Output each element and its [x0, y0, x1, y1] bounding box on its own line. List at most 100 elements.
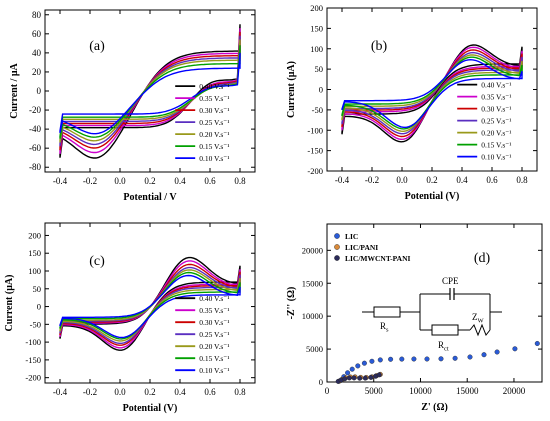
x-tick-label: 15000 [456, 386, 479, 396]
data-point-circle-blue [512, 346, 518, 352]
plot-frame [326, 223, 543, 383]
x-tick-label: 0.2 [144, 387, 155, 397]
legend-label: 0.10 V.s⁻¹ [199, 366, 229, 375]
x-tick-label: -0.4 [53, 387, 68, 397]
legend-label: LIC/PANI [345, 243, 378, 252]
y-tick-label: 20000 [302, 245, 323, 255]
y-tick-label: -100 [25, 337, 41, 347]
y-tick-label: 5000 [306, 344, 323, 354]
resistor-rs [373, 306, 401, 318]
data-point-circle-dark [346, 375, 352, 381]
chart-panel-d: 0 5000 10000 15000 20000 0 5000 10000 15000 20000… [286, 223, 543, 413]
legend-label: 0.20 V.s⁻¹ [199, 342, 229, 351]
y-axis-label: Current (μA) [286, 61, 297, 118]
y-tick-label: -50 [30, 319, 41, 329]
y-tick-label: 80 [32, 10, 42, 20]
data-point-circle-blue [481, 352, 487, 358]
y-tick-label: 10000 [302, 311, 323, 321]
legend-label: 0.25 V.s⁻¹ [199, 118, 229, 127]
data-point-circle-dark [357, 375, 363, 381]
x-tick-label: 0.4 [174, 387, 186, 397]
x-tick-label: 0.2 [426, 175, 437, 185]
x-tick-label: -0.2 [83, 387, 97, 397]
y-tick-label: 0 [319, 377, 323, 387]
panel-label: (a) [89, 39, 105, 54]
legend-label: 0.40 V.s⁻¹ [481, 81, 511, 90]
legend-label: 0.20 V.s⁻¹ [199, 130, 229, 139]
y-axis-label: -Z'' (Ω) [286, 287, 297, 320]
chart-panel-c: -0.4 -0.2 0.0 0.2 0.4 0.6 0.8 -200 -150 -100 -50 0 5… [4, 222, 256, 414]
data-point-circle-blue [361, 360, 367, 366]
y-tick-label: 150 [310, 23, 323, 33]
x-axis-label: Z' (Ω) [421, 402, 448, 413]
x-tick-label: -0.2 [365, 175, 379, 185]
data-point-circle-dark [376, 372, 382, 378]
data-point-circle-blue [534, 341, 540, 347]
y-tick-label: -200 [25, 373, 41, 383]
data-point-circle-blue [345, 370, 351, 376]
legend-label: 0.10 V.s⁻¹ [199, 154, 229, 163]
series-line-6 [341, 58, 523, 128]
data-point-circle-blue [438, 356, 444, 362]
x-tick-label: 0.0 [114, 176, 126, 186]
y-tick-label: 200 [310, 3, 323, 13]
zw-label: ZW [472, 312, 485, 325]
legend-label: 0.15 V.s⁻¹ [199, 354, 229, 363]
legend-marker [334, 233, 340, 239]
x-tick-label: -0.4 [335, 175, 350, 185]
y-tick-label: 200 [28, 230, 41, 240]
data-point-circle-blue [467, 354, 473, 360]
legend-label: 0.30 V.s⁻¹ [199, 318, 229, 327]
y-tick-label: 0 [319, 85, 323, 95]
x-tick-label: 0.8 [234, 387, 246, 397]
rct-label: Rct [438, 340, 449, 353]
legend-label: LIC/MWCNT-PANI [345, 254, 411, 263]
data-point-circle-dark [368, 374, 374, 380]
legend-marker [334, 244, 340, 250]
y-tick-label: -50 [312, 105, 323, 115]
series-line-6 [59, 274, 241, 339]
legend-label: 0.40 V.s⁻¹ [199, 294, 229, 303]
legend-label: 0.40 V.s⁻¹ [199, 82, 229, 91]
legend-label: 0.15 V.s⁻¹ [481, 141, 511, 150]
legend-label: 0.15 V.s⁻¹ [199, 142, 229, 151]
data-point-circle-blue [355, 363, 361, 369]
chart-panel-b: -0.4 -0.2 0.0 0.2 0.4 0.6 0.8 -200 -150 -100 -50 0 5… [286, 3, 538, 202]
equivalent-circuit-inset: CPE Rs Rct ZW [362, 276, 502, 353]
cpe-label: CPE [442, 276, 459, 286]
panel-label: (d) [474, 251, 491, 266]
data-point-circle-dark [342, 376, 348, 382]
x-tick-label: 0 [325, 386, 330, 396]
y-tick-label: 20 [32, 67, 42, 77]
legend-label: 0.30 V.s⁻¹ [481, 105, 511, 114]
x-tick-label: -0.2 [83, 176, 97, 186]
legend-label: 0.25 V.s⁻¹ [481, 117, 511, 126]
legend-marker [334, 255, 340, 261]
y-tick-label: -40 [29, 124, 41, 134]
y-tick-label: 60 [32, 29, 42, 39]
y-tick-label: 150 [28, 248, 41, 258]
y-tick-label: -100 [307, 125, 323, 135]
data-point-circle-blue [411, 356, 417, 362]
x-tick-label: 20000 [503, 386, 526, 396]
y-axis-label: Current (μA) [4, 275, 15, 332]
x-tick-label: 0.2 [144, 176, 155, 186]
y-tick-label: 0 [37, 86, 42, 96]
y-tick-label: -60 [29, 143, 41, 153]
x-tick-label: 0.8 [234, 176, 246, 186]
x-tick-label: 0.4 [174, 176, 186, 186]
x-tick-label: 0.4 [456, 175, 468, 185]
x-tick-label: 0.6 [204, 176, 216, 186]
data-point-circle-blue [494, 349, 500, 355]
y-tick-label: -200 [307, 166, 323, 176]
legend-label: 0.30 V.s⁻¹ [199, 106, 229, 115]
x-tick-label: 0.6 [486, 175, 498, 185]
y-tick-label: -150 [307, 146, 323, 156]
legend-label: 0.35 V.s⁻¹ [199, 306, 229, 315]
y-tick-label: -20 [29, 105, 41, 115]
y-tick-label: 50 [33, 284, 42, 294]
y-tick-label: 15000 [302, 278, 323, 288]
x-axis-label: Potential (V) [123, 403, 178, 414]
y-tick-label: -80 [29, 162, 41, 172]
